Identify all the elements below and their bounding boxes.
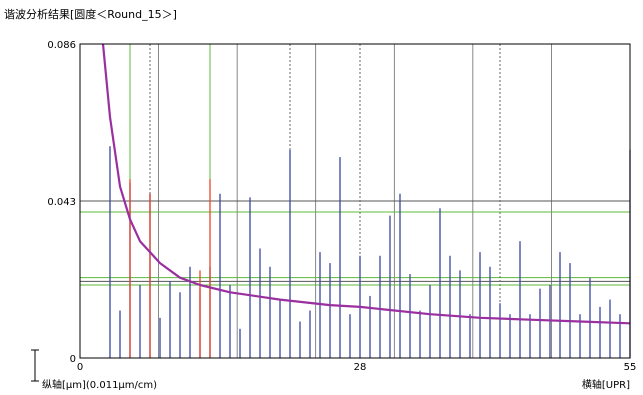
chart-title: 谐波分析结果[圆度＜Round_15＞] [4, 8, 177, 21]
y-tick-label-bottom: 0 [70, 354, 76, 365]
harmonic-bars [109, 146, 631, 358]
plot-frame [79, 43, 631, 359]
curve-layer [101, 43, 631, 325]
y-tick-label-mid: 0.043 [47, 197, 76, 208]
x-tick-label-right: 55 [624, 362, 637, 373]
x-axis-label: 横轴[UPR] [582, 378, 630, 391]
y-axis-label: 纵轴[μm](0.011μm/cm) [42, 378, 157, 391]
reference-hlines [80, 200, 630, 286]
y-axis-scale-marker [31, 349, 39, 382]
x-tick-label-left: 0 [77, 362, 83, 373]
x-tick-label-mid: 28 [354, 362, 367, 373]
y-tick-label-top: 0.086 [47, 40, 76, 51]
threshold-curve [101, 43, 631, 325]
